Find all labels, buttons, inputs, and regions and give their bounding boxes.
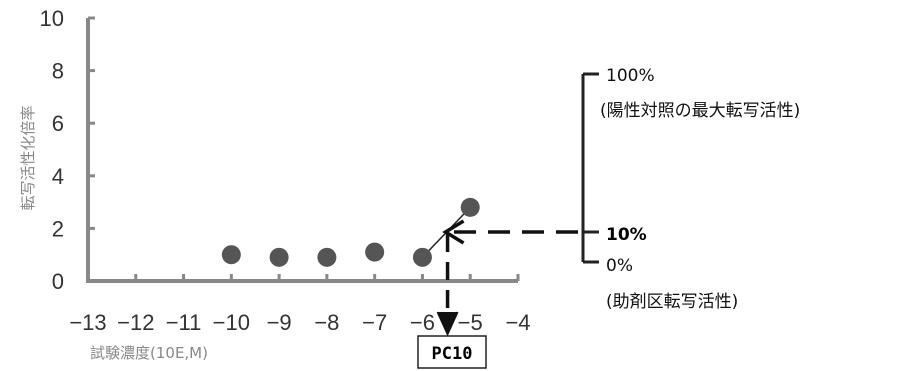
x-tick-label: −6	[410, 310, 435, 335]
y-tick-label: 6	[52, 111, 64, 136]
y-tick-label: 10	[40, 6, 64, 31]
data-point	[365, 242, 385, 262]
label-0-percent: 0%	[606, 256, 633, 276]
chart-annotations: 100% (陽性対照の最大転写活性) 10% 0% (助剤区転写活性) PC10…	[19, 66, 800, 369]
data-point	[221, 245, 241, 265]
x-tick-label: −7	[362, 310, 387, 335]
arrowhead-left	[442, 219, 465, 245]
x-tick-label: −10	[213, 310, 250, 335]
x-tick-label: −4	[505, 310, 530, 335]
chart-series	[221, 197, 480, 267]
x-tick-label: −13	[69, 310, 106, 335]
label-positive-control-max: (陽性対照の最大転写活性)	[600, 101, 800, 121]
x-tick-label: −8	[314, 310, 339, 335]
data-point	[460, 197, 480, 217]
y-tick-label: 2	[52, 216, 64, 241]
y-tick-label: 8	[52, 59, 64, 84]
y-tick-label: 4	[52, 164, 64, 189]
label-100-percent: 100%	[606, 66, 655, 86]
data-point	[317, 247, 337, 267]
x-tick-label: −11	[166, 310, 202, 335]
pc10-label: PC10	[432, 344, 473, 364]
label-vehicle-activity: (助剤区転写活性)	[606, 292, 738, 312]
x-tick-label: −9	[267, 310, 292, 335]
x-tick-label: −5	[458, 310, 483, 335]
x-axis-title: 試験濃度(10E,M)	[90, 344, 208, 362]
chart-ticks: −13 −12 −11 −10 −9 −8 −7 −6 −5 −4 0 2 4 6 8 10	[40, 6, 531, 335]
y-axis-title: 転写活性化倍率	[19, 105, 37, 210]
y-tick-label: 0	[52, 269, 64, 294]
chart-axes	[86, 18, 518, 283]
data-point	[269, 247, 289, 267]
arrowhead-down	[436, 311, 459, 337]
pc10-box	[417, 335, 487, 369]
label-10-percent: 10%	[606, 225, 647, 245]
x-tick-label: −12	[117, 310, 154, 335]
data-point	[412, 247, 432, 267]
